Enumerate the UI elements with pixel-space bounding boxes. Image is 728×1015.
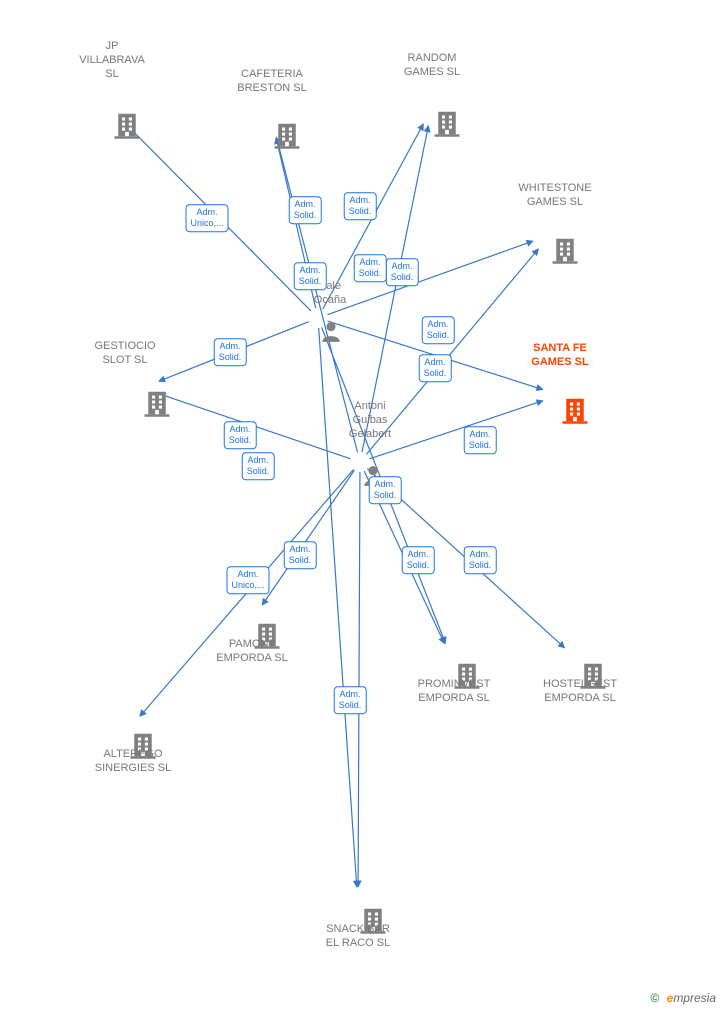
building-icon (112, 110, 142, 140)
building-icon (550, 235, 580, 265)
company-label: SNACK BAR EL RACO SL (326, 923, 390, 951)
company-label: WHITESTONE GAMES SL (518, 182, 591, 210)
company-label: RANDOM GAMES SL (404, 52, 460, 80)
company-label: CAFETERIA BRESTON SL (237, 68, 307, 96)
company-label: SANTA FE GAMES SL (531, 342, 588, 370)
edge-label: Adm. Solid. (464, 546, 497, 574)
company-label: HOSTELGEST EMPORDA SL (543, 678, 617, 706)
edge-label: Adm. Solid. (419, 354, 452, 382)
edge-label: Adm. Unico,... (226, 566, 269, 594)
edge-label: Adm. Solid. (402, 546, 435, 574)
building-icon (272, 120, 302, 150)
edge-label: Adm. Solid. (289, 196, 322, 224)
building-icon (432, 108, 462, 138)
edge-label: Adm. Solid. (284, 541, 317, 569)
edge-label: Adm. Solid. (386, 258, 419, 286)
edge-label: Adm. Solid. (422, 316, 455, 344)
edge-label: Adm. Solid. (294, 262, 327, 290)
company-label: JP VILLABRAVA SL (79, 40, 145, 81)
edge-label: Adm. Solid. (214, 338, 247, 366)
edge-label: Adm. Solid. (242, 452, 275, 480)
person-label: Antoni Guibas Gelabert (349, 400, 391, 441)
edge-label: Adm. Solid. (224, 421, 257, 449)
network-svg (0, 0, 728, 1015)
company-label: GESTIOCIO SLOT SL (94, 340, 155, 368)
company-label: PROMINVEST EMPORDA SL (418, 678, 491, 706)
person-icon (318, 318, 344, 344)
edge-label: Adm. Solid. (334, 686, 367, 714)
edge-label: Adm. Solid. (369, 476, 402, 504)
building-icon (560, 395, 590, 425)
brand-rest: mpresia (673, 991, 716, 1005)
edge-label: Adm. Solid. (464, 426, 497, 454)
edge (358, 472, 360, 887)
building-icon (142, 388, 172, 418)
edge-label: Adm. Solid. (354, 254, 387, 282)
copyright-symbol: © (650, 991, 659, 1005)
edge-label: Adm. Unico,... (185, 204, 228, 232)
company-label: PAMONT EMPORDA SL (216, 638, 288, 666)
footer-credit: © empresia (650, 991, 716, 1005)
edge (369, 401, 542, 459)
edge (262, 470, 354, 605)
edge-label: Adm. Solid. (344, 192, 377, 220)
company-label: ALTEREGO SINERGIES SL (95, 748, 171, 776)
